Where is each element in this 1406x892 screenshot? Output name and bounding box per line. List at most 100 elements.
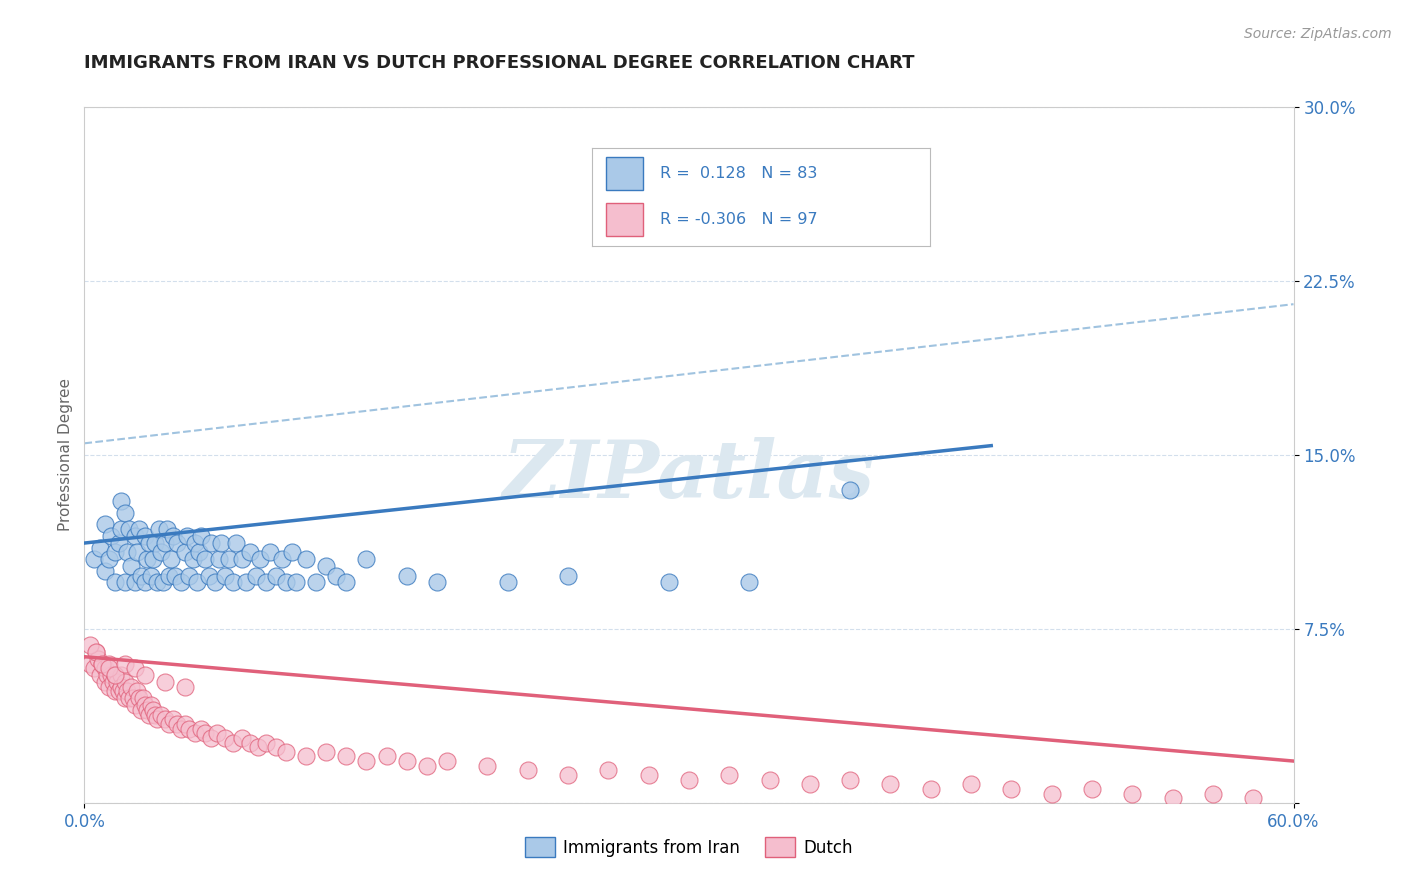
Point xyxy=(120,680,142,694)
Point xyxy=(416,758,439,772)
Point xyxy=(139,698,162,713)
Point xyxy=(134,575,156,590)
Point xyxy=(225,536,247,550)
Point xyxy=(960,777,983,791)
Point xyxy=(157,717,180,731)
Point xyxy=(138,707,160,722)
Point xyxy=(118,691,141,706)
Point xyxy=(138,536,160,550)
Point xyxy=(114,691,136,706)
Point xyxy=(87,652,110,666)
Point xyxy=(111,684,134,698)
Point xyxy=(128,691,150,706)
Point xyxy=(335,575,357,590)
Point xyxy=(799,777,821,791)
Point xyxy=(1121,787,1143,801)
Point xyxy=(107,684,129,698)
Point xyxy=(143,707,166,722)
Point xyxy=(395,754,418,768)
Text: Source: ZipAtlas.com: Source: ZipAtlas.com xyxy=(1244,27,1392,41)
Y-axis label: Professional Degree: Professional Degree xyxy=(58,378,73,532)
Text: R = -0.306   N = 97: R = -0.306 N = 97 xyxy=(659,212,817,227)
Point xyxy=(214,568,236,582)
Point xyxy=(184,726,207,740)
Point xyxy=(128,522,150,536)
Point xyxy=(637,768,659,782)
Point xyxy=(125,684,148,698)
Point xyxy=(153,536,176,550)
Point xyxy=(264,568,287,582)
Point xyxy=(114,575,136,590)
Point xyxy=(284,575,308,590)
Point xyxy=(91,657,114,671)
Point xyxy=(181,552,204,566)
Point xyxy=(115,545,138,559)
Point xyxy=(105,675,128,690)
Point xyxy=(148,522,170,536)
Point xyxy=(356,754,378,768)
Point xyxy=(222,575,245,590)
Point xyxy=(162,712,184,726)
Point xyxy=(165,568,187,582)
Point xyxy=(170,575,193,590)
Point xyxy=(97,552,120,566)
Point xyxy=(738,575,761,590)
Point xyxy=(100,668,122,682)
Point xyxy=(86,645,108,659)
Point xyxy=(170,722,193,736)
Point xyxy=(678,772,700,787)
Point xyxy=(496,575,519,590)
Point xyxy=(200,536,222,550)
Point xyxy=(114,657,136,671)
Point xyxy=(153,712,176,726)
Point xyxy=(162,529,184,543)
Point xyxy=(1081,781,1104,796)
Point xyxy=(156,522,179,536)
Point xyxy=(239,545,262,559)
FancyBboxPatch shape xyxy=(606,157,643,190)
Point xyxy=(93,675,115,690)
Point xyxy=(153,675,176,690)
Text: ZIPatlas: ZIPatlas xyxy=(503,437,875,515)
Point xyxy=(249,552,271,566)
Point xyxy=(879,777,901,791)
Point xyxy=(1161,791,1184,805)
Point xyxy=(315,745,337,759)
Point xyxy=(91,657,114,671)
Point xyxy=(231,731,253,745)
Point xyxy=(222,735,245,749)
Point xyxy=(200,731,222,745)
Point xyxy=(174,680,197,694)
Point xyxy=(101,675,124,690)
Point xyxy=(718,768,741,782)
Point xyxy=(89,668,111,682)
Point xyxy=(97,661,120,675)
Point xyxy=(315,559,337,574)
Point xyxy=(93,517,115,532)
Point xyxy=(152,575,174,590)
Point xyxy=(110,680,132,694)
Point xyxy=(254,735,277,749)
Point xyxy=(207,726,229,740)
Point xyxy=(142,552,165,566)
Point xyxy=(114,506,136,520)
Point xyxy=(146,712,169,726)
Point xyxy=(86,645,108,659)
Point xyxy=(124,698,146,713)
Point xyxy=(166,536,188,550)
Point xyxy=(274,745,297,759)
Point xyxy=(190,529,212,543)
Point xyxy=(79,657,101,671)
Point xyxy=(118,522,141,536)
Point xyxy=(166,717,188,731)
Point xyxy=(245,568,267,582)
Point xyxy=(97,680,120,694)
Point xyxy=(83,661,105,675)
Point xyxy=(129,703,152,717)
Point xyxy=(254,575,277,590)
Point xyxy=(174,545,197,559)
Point xyxy=(184,536,207,550)
Point xyxy=(134,529,156,543)
Point xyxy=(246,740,269,755)
Point xyxy=(125,545,148,559)
